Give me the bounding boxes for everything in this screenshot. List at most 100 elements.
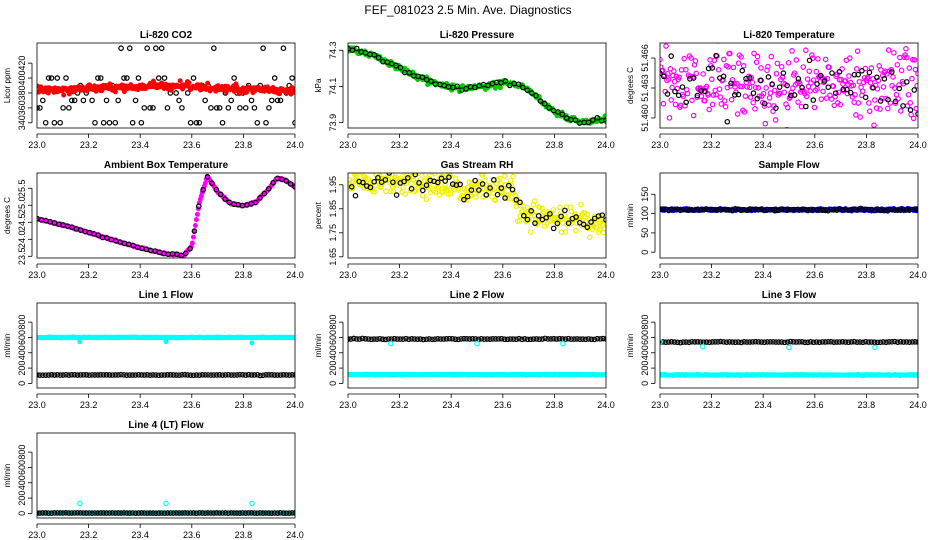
- series-black: [660, 205, 918, 214]
- data-point: [393, 62, 399, 69]
- y-tick-label: 1.75: [328, 224, 338, 242]
- data-point: [121, 510, 127, 516]
- data-point: [854, 339, 860, 345]
- data-point: [810, 97, 817, 103]
- data-point: [851, 338, 858, 345]
- data-point: [773, 339, 779, 345]
- data-point: [573, 214, 579, 220]
- data-point: [739, 83, 745, 90]
- data-point: [263, 372, 269, 378]
- data-point: [520, 212, 527, 219]
- data-point: [767, 90, 774, 96]
- data-point: [498, 80, 504, 86]
- data-point: [778, 206, 785, 212]
- data-point: [697, 207, 704, 213]
- data-point: [853, 112, 859, 118]
- data-point: [675, 92, 682, 99]
- data-point: [237, 105, 243, 111]
- data-point: [213, 372, 220, 378]
- data-point: [461, 196, 467, 203]
- data-point: [738, 54, 744, 60]
- data-point: [747, 206, 753, 212]
- series-cyan: [348, 371, 606, 378]
- data-point: [86, 372, 92, 378]
- data-point: [445, 191, 452, 197]
- data-point: [722, 103, 729, 110]
- data-point: [283, 178, 290, 184]
- data-point: [193, 119, 200, 126]
- data-point: [754, 53, 761, 60]
- x-tick-label: 23.2: [80, 140, 98, 150]
- data-point: [831, 339, 837, 345]
- data-point: [524, 87, 531, 93]
- data-point: [726, 339, 733, 345]
- data-point: [455, 336, 461, 343]
- data-point: [200, 187, 206, 193]
- data-point: [576, 217, 583, 223]
- y-tick-label: 340: [17, 115, 27, 130]
- data-point: [202, 97, 208, 104]
- data-point: [437, 336, 444, 342]
- data-point: [672, 88, 678, 95]
- data-point: [584, 224, 591, 231]
- data-point: [693, 70, 700, 77]
- data-point: [412, 173, 418, 176]
- data-point: [562, 229, 569, 235]
- data-point: [187, 119, 194, 126]
- data-point: [173, 90, 179, 96]
- data-point: [225, 105, 232, 111]
- data-point: [784, 207, 791, 213]
- data-point: [528, 90, 535, 96]
- data-point: [730, 64, 737, 71]
- data-point: [68, 97, 75, 104]
- panel-title: Line 1 Flow: [139, 290, 194, 301]
- data-point: [804, 76, 811, 82]
- data-point: [150, 510, 156, 516]
- data-point: [71, 372, 78, 378]
- data-point: [423, 196, 430, 203]
- data-point: [289, 372, 295, 378]
- panel-title: Line 2 Flow: [450, 290, 505, 301]
- data-point: [493, 336, 499, 342]
- data-point: [837, 101, 844, 108]
- y-tick-label: 360: [17, 100, 27, 115]
- data-point: [208, 372, 214, 378]
- data-point: [707, 57, 713, 63]
- data-point: [375, 174, 381, 181]
- data-point: [755, 85, 762, 91]
- data-point: [155, 372, 162, 379]
- data-point: [196, 510, 203, 516]
- data-point: [778, 63, 785, 70]
- data-point: [434, 179, 441, 186]
- data-point: [348, 336, 354, 342]
- data-point: [796, 207, 802, 213]
- data-point: [141, 510, 148, 516]
- y-tick-label: 800: [640, 315, 650, 330]
- data-point: [689, 97, 695, 104]
- data-point: [429, 336, 435, 343]
- data-point: [727, 50, 733, 57]
- data-point: [750, 90, 757, 96]
- data-point: [283, 510, 290, 516]
- x-tick-label: 23.6: [494, 140, 512, 150]
- x-tick-label: 23.4: [754, 270, 772, 280]
- data-point: [720, 206, 727, 213]
- data-point: [591, 215, 598, 222]
- x-axis: 23.0 23.2 23.4 23.6 23.8 24.0: [28, 523, 304, 540]
- data-point: [889, 206, 895, 213]
- plot-frame: [36, 432, 296, 519]
- y-tick-label: 400: [17, 345, 27, 360]
- y-axis-label: ml/min: [626, 334, 635, 358]
- data-point: [799, 84, 805, 91]
- data-point: [830, 83, 837, 90]
- plot-frame: [36, 172, 296, 259]
- y-tick-label: 800: [328, 315, 338, 330]
- data-point: [80, 372, 87, 378]
- data-point: [668, 97, 675, 103]
- data-point: [600, 335, 606, 342]
- x-tick-label: 23.0: [28, 270, 46, 280]
- y-axis-label: kPa: [314, 78, 323, 92]
- x-tick-label: 24.0: [909, 270, 927, 280]
